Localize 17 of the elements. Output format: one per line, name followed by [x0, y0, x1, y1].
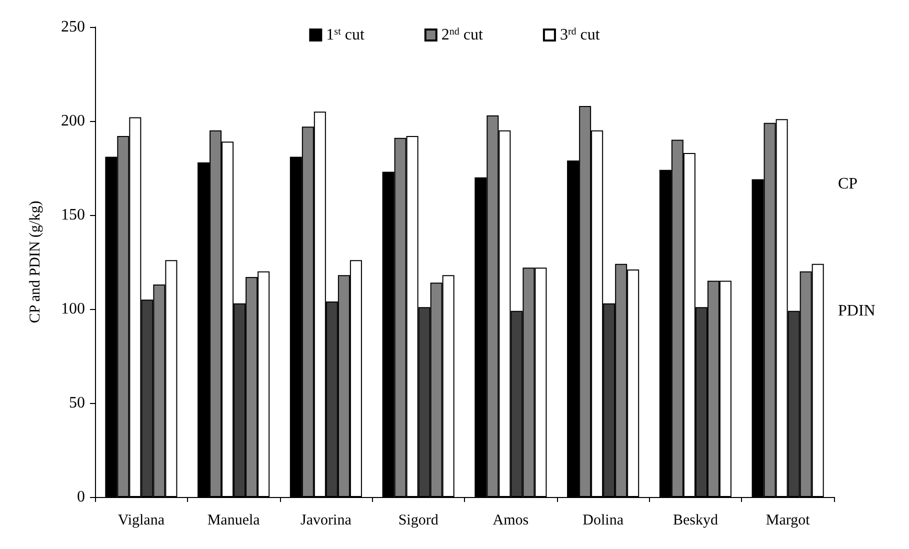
y-tick-label: 150	[61, 206, 85, 224]
x-tick-label: Javorina	[300, 512, 352, 528]
x-tick-label: Manuela	[207, 512, 260, 528]
y-tick-label: 50	[69, 394, 85, 412]
y-tick-label: 200	[61, 112, 85, 130]
x-tick-label: Dolina	[582, 512, 624, 528]
y-axis-title: CP and PDIN (g/kg)	[28, 200, 44, 324]
x-tick-label: Margot	[766, 512, 811, 528]
y-tick-label: 100	[61, 300, 85, 318]
x-tick-label: Beskyd	[672, 512, 718, 528]
text: CP	[838, 176, 858, 192]
x-tick-label: Viglana	[118, 512, 165, 528]
text: PDIN	[838, 302, 876, 320]
y-tick-label: 0	[77, 488, 85, 506]
x-tick-label: Amos	[492, 512, 529, 528]
x-tick-label: Sigord	[398, 512, 439, 528]
y-tick-label: 250	[61, 18, 85, 36]
